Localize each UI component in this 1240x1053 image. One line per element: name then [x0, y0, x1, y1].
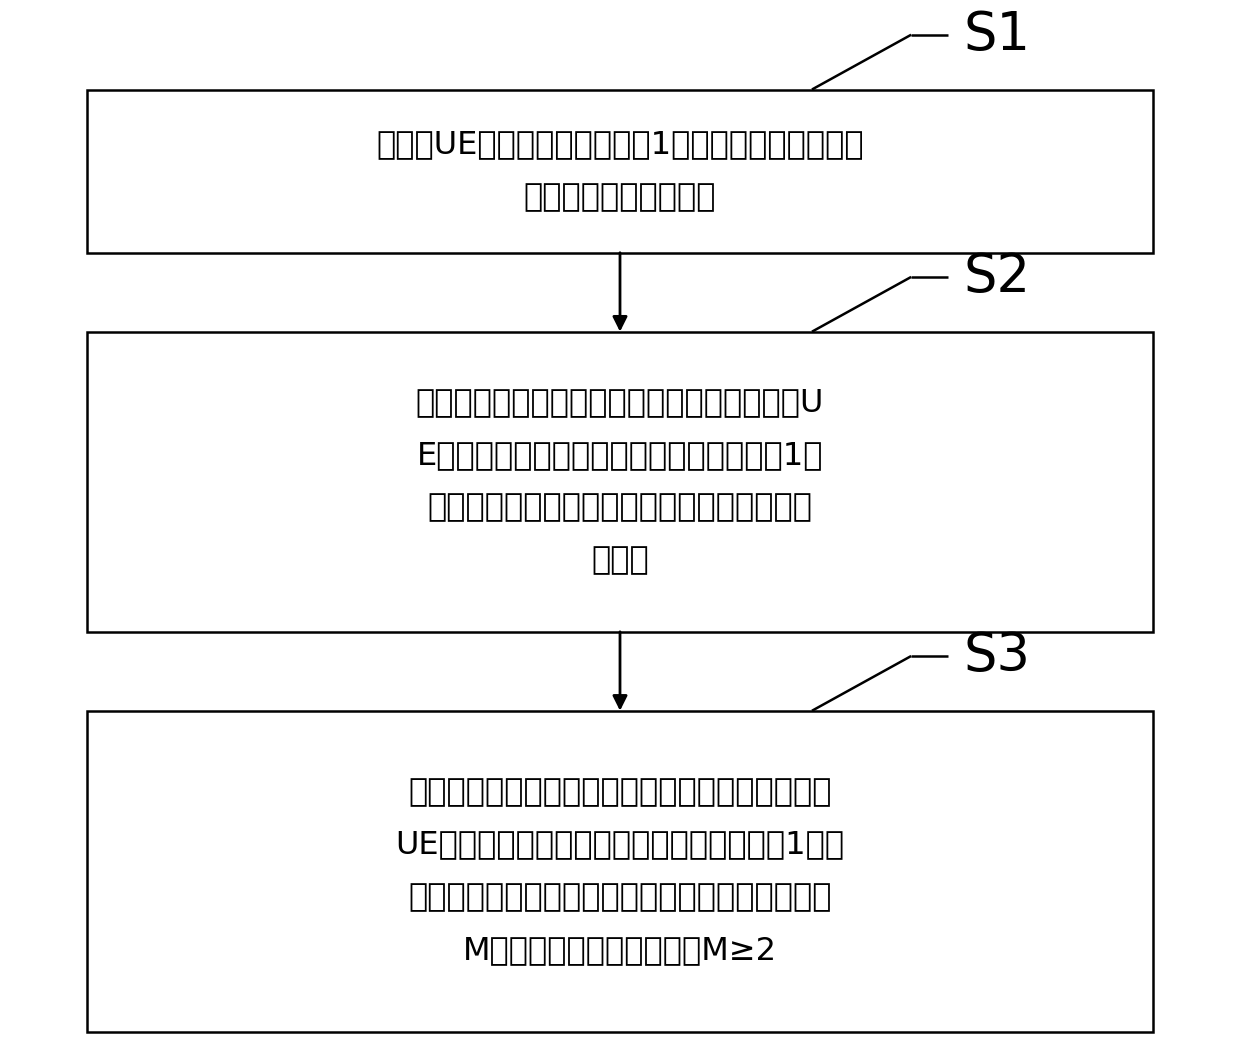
Text: M和第二量化步长，其中，M≥2: M和第二量化步长，其中，M≥2	[463, 935, 777, 966]
Text: 化步长: 化步长	[591, 545, 649, 576]
Text: S1: S1	[963, 8, 1030, 61]
Text: S3: S3	[963, 630, 1030, 682]
FancyBboxPatch shape	[87, 711, 1153, 1032]
Text: 特的信令用于指示单分支差分模式中的第一量: 特的信令用于指示单分支差分模式中的第一量	[428, 493, 812, 523]
Text: UE级的高层信令动态配置或半静态配置至少1比特: UE级的高层信令动态配置或半静态配置至少1比特	[396, 830, 844, 860]
Text: 当采用单分支差分模式进行波束上报时，通过U: 当采用单分支差分模式进行波束上报时，通过U	[415, 388, 825, 418]
FancyBboxPatch shape	[87, 332, 1153, 632]
Text: 通过在UE级的高层信令中携带1比特的信令用于指示确: 通过在UE级的高层信令中携带1比特的信令用于指示确	[376, 130, 864, 160]
Text: S2: S2	[963, 251, 1030, 303]
Text: 当采用多分支排序差分模式进行波束上报时，通过: 当采用多分支排序差分模式进行波束上报时，通过	[408, 777, 832, 808]
Text: 定终端的测量上报模式: 定终端的测量上报模式	[523, 182, 717, 213]
FancyBboxPatch shape	[87, 90, 1153, 253]
Text: 的信令用于指示多分支排序差分模式中的分支数目: 的信令用于指示多分支排序差分模式中的分支数目	[408, 882, 832, 913]
Text: E级的高层信令动态配置或半静态配置至少1比: E级的高层信令动态配置或半静态配置至少1比	[417, 440, 823, 471]
